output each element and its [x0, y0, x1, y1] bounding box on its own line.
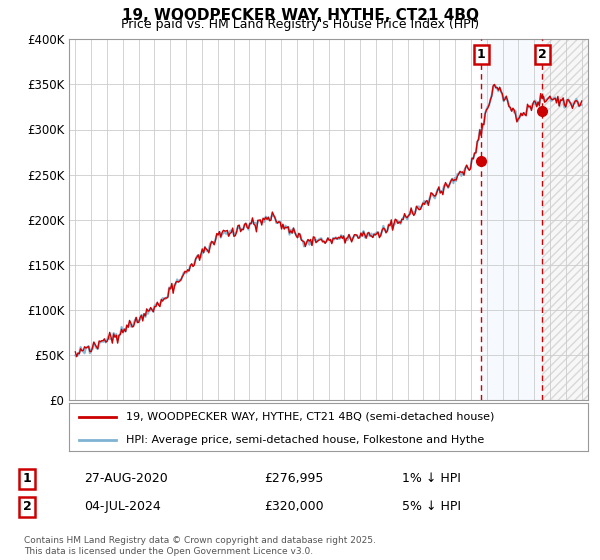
Text: 2: 2 [538, 48, 547, 61]
Text: 1: 1 [477, 48, 485, 61]
Text: 19, WOODPECKER WAY, HYTHE, CT21 4BQ (semi-detached house): 19, WOODPECKER WAY, HYTHE, CT21 4BQ (sem… [126, 412, 494, 422]
Text: 27-AUG-2020: 27-AUG-2020 [84, 472, 168, 486]
Text: 1: 1 [23, 472, 31, 486]
Text: 1% ↓ HPI: 1% ↓ HPI [402, 472, 461, 486]
Bar [481, 39, 542, 400]
Text: £276,995: £276,995 [264, 472, 323, 486]
Bar [542, 39, 590, 400]
Text: Contains HM Land Registry data © Crown copyright and database right 2025.
This d: Contains HM Land Registry data © Crown c… [24, 536, 376, 556]
Text: £320,000: £320,000 [264, 500, 323, 514]
Text: 5% ↓ HPI: 5% ↓ HPI [402, 500, 461, 514]
Text: HPI: Average price, semi-detached house, Folkestone and Hythe: HPI: Average price, semi-detached house,… [126, 435, 484, 445]
Text: 19, WOODPECKER WAY, HYTHE, CT21 4BQ: 19, WOODPECKER WAY, HYTHE, CT21 4BQ [121, 8, 479, 24]
Bar [542, 39, 590, 400]
Text: Price paid vs. HM Land Registry's House Price Index (HPI): Price paid vs. HM Land Registry's House … [121, 18, 479, 31]
Text: 04-JUL-2024: 04-JUL-2024 [84, 500, 161, 514]
Text: 2: 2 [23, 500, 31, 514]
